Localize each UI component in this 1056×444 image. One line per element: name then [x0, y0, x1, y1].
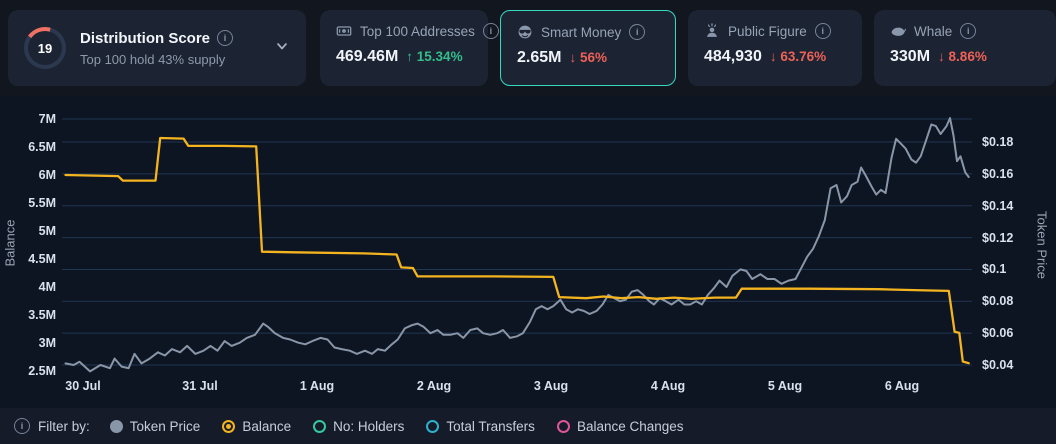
stat-label: Smart Money — [541, 24, 622, 40]
token-price-line — [64, 117, 970, 373]
y-axis-tick-price: $0.1 — [982, 262, 1007, 277]
score-subtitle: Top 100 hold 43% supply — [80, 51, 226, 67]
stat-label: Public Figure — [728, 23, 807, 39]
legend-label: Token Price — [129, 418, 201, 434]
info-icon[interactable]: i — [629, 24, 646, 40]
stat-card-public-figure[interactable]: Public Figure i 484,930 ↓ 63.76% — [688, 10, 862, 86]
chart-panel: Balance Token Price 7M 6.5M 6M 5.5M 5M 4.5M 4M… — [0, 96, 1056, 408]
legend-label: No: Holders — [333, 418, 405, 434]
stat-label: Top 100 Addresses — [360, 23, 475, 39]
x-axis-tick: 2 Aug — [416, 379, 452, 393]
stat-change: ↓ 63.76% — [769, 49, 827, 64]
legend-marker-icon — [556, 419, 570, 433]
y-axis-tick-balance: 4.5M — [28, 252, 56, 266]
legend-label: Balance — [242, 418, 292, 434]
x-axis-tick: 3 Aug — [533, 379, 569, 393]
y-axis-tick-balance: 3M — [38, 336, 56, 350]
banknote-icon — [336, 23, 352, 39]
y-axis-tick-balance: 4M — [38, 280, 56, 294]
y-axis-tick-balance: 2.5M — [28, 364, 56, 378]
legend: Token Price Balance No: Holders Total Trans… — [109, 418, 684, 434]
y-axis-tick-price: $0.18 — [982, 135, 1014, 149]
stats-header: 19 Distribution Score i Top 100 hold 43%… — [0, 0, 1056, 96]
y-axis-tick-price: $0.06 — [982, 326, 1014, 341]
whale-icon — [890, 23, 906, 39]
y-axis-tick-price: $0.12 — [982, 230, 1014, 245]
stat-label: Whale — [914, 23, 953, 39]
info-icon[interactable]: i — [217, 30, 234, 46]
stat-card-top-100-addresses[interactable]: Top 100 Addresses i 469.46M ↑ 15.34% — [320, 10, 499, 86]
info-icon[interactable]: i — [14, 418, 30, 434]
y-axis-tick-price: $0.14 — [982, 198, 1014, 213]
legend-label: Total Transfers — [446, 418, 535, 434]
stat-card-whale[interactable]: Whale i 330M ↓ 8.86% — [874, 10, 1056, 86]
distribution-score-card[interactable]: 19 Distribution Score i Top 100 hold 43%… — [8, 10, 306, 86]
legend-marker-icon — [222, 419, 236, 433]
x-axis-tick: 5 Aug — [767, 379, 803, 393]
legend-marker-icon — [109, 419, 123, 433]
stat-change: ↓ 8.86% — [938, 49, 987, 64]
balance-line — [64, 136, 970, 365]
legend-marker-icon — [313, 419, 327, 433]
score-value: 19 — [37, 40, 53, 56]
y-axis-tick-balance: 6M — [38, 168, 56, 182]
legend-item-token-price[interactable]: Token Price — [109, 418, 201, 434]
score-gauge: 19 — [24, 27, 66, 69]
x-axis-tick: 1 Aug — [299, 379, 335, 393]
x-axis-tick: 4 Aug — [650, 379, 686, 393]
chart-filter-bar: i Filter by: Token Price Balance No: Holde… — [0, 408, 1056, 444]
stat-value: 2.65M — [517, 49, 562, 66]
stat-card-smart-money[interactable]: Smart Money i 2.65M ↓ 56% — [500, 10, 676, 86]
chevron-down-icon[interactable] — [274, 38, 290, 59]
legend-item-balance[interactable]: Balance — [222, 419, 291, 434]
y-axis-tick-balance: 3.5M — [28, 308, 56, 322]
smart-money-icon — [517, 24, 533, 40]
filter-by-label: Filter by: — [38, 418, 90, 434]
public-figure-icon — [704, 23, 720, 39]
stat-change: ↓ 56% — [569, 50, 608, 65]
info-icon[interactable]: i — [814, 23, 831, 39]
stat-change: ↑ 15.34% — [406, 49, 463, 64]
stat-value: 330M — [890, 48, 931, 65]
legend-label: Balance Changes — [576, 418, 684, 434]
legend-item-balance-changes[interactable]: Balance Changes — [556, 418, 684, 434]
legend-item-no-holders[interactable]: No: Holders — [313, 419, 404, 434]
x-axis-tick: 31 Jul — [182, 379, 218, 393]
y-axis-tick-balance: 7M — [38, 112, 56, 126]
y-axis-tick-price: $0.04 — [982, 358, 1014, 373]
x-axis-tick: 6 Aug — [884, 379, 920, 393]
balance-price-chart[interactable] — [0, 96, 1056, 408]
info-icon[interactable]: i — [960, 23, 977, 39]
stat-value: 469.46M — [336, 48, 399, 65]
legend-item-total-transfers[interactable]: Total Transfers — [426, 419, 535, 434]
legend-marker-icon — [426, 419, 440, 433]
score-title: Distribution Score — [80, 29, 211, 47]
y-axis-tick-balance: 5.5M — [28, 196, 56, 210]
y-axis-tick-price: $0.16 — [982, 166, 1014, 181]
y-axis-tick-balance: 5M — [38, 224, 56, 238]
y-axis-tick-price: $0.08 — [982, 294, 1014, 309]
x-axis-tick: 30 Jul — [65, 379, 101, 393]
stat-value: 484,930 — [704, 48, 762, 65]
info-icon[interactable]: i — [482, 23, 499, 39]
y-axis-tick-balance: 6.5M — [28, 140, 56, 154]
